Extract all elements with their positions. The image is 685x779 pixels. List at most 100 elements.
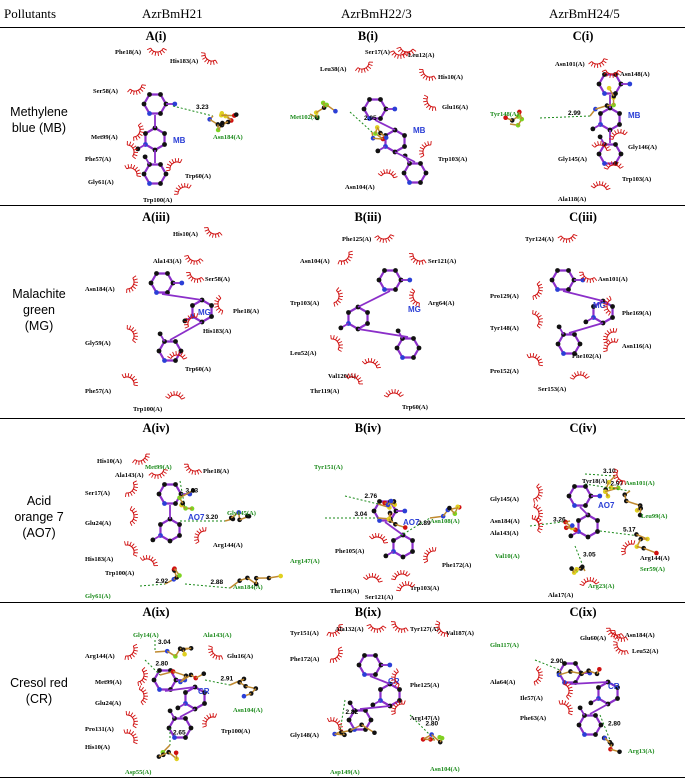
atom xyxy=(597,493,603,499)
atom xyxy=(577,705,583,711)
atom xyxy=(215,122,221,127)
panel-title: C(i) xyxy=(572,29,594,43)
hbond-distance-label: 2.89 xyxy=(418,520,431,527)
residue-label: Gly59(A) xyxy=(85,340,111,347)
hydrophobic-contact-arc xyxy=(383,389,404,398)
hydrogen-bond xyxy=(344,495,379,505)
atom xyxy=(178,348,184,354)
ligand-ring xyxy=(142,93,168,115)
ligand-bond xyxy=(562,290,604,302)
hydrophobic-contact-arc xyxy=(374,234,395,244)
row-rule xyxy=(0,418,685,419)
atom xyxy=(609,742,614,747)
residue-label: Trp100(A) xyxy=(105,570,134,577)
atom xyxy=(610,304,615,309)
hydrophobic-contact-arc xyxy=(124,643,138,660)
atom xyxy=(158,162,163,167)
atom xyxy=(568,533,574,539)
atom xyxy=(241,693,247,699)
residue-label: His10(A) xyxy=(97,458,122,465)
ligand-ring xyxy=(395,337,421,359)
atom xyxy=(583,484,588,489)
residue-label: Glu16(A) xyxy=(442,104,468,111)
ligand-label: MB xyxy=(628,111,641,120)
atom xyxy=(387,662,393,668)
residue-bond xyxy=(626,500,641,507)
hydrogen-bond xyxy=(139,583,166,587)
atom xyxy=(156,348,162,354)
atom xyxy=(175,705,181,711)
ligand-ring xyxy=(377,269,403,291)
hydrophobic-contact-arc xyxy=(418,68,437,82)
hydrophobic-contact-arc xyxy=(146,47,167,56)
interaction-diagram-c-ix: CR 2.90 2.80 Gln117(A) Glu60(A) Asn184(A) Leu5… xyxy=(490,620,685,776)
atom xyxy=(183,690,188,695)
atom xyxy=(172,101,178,107)
atom xyxy=(367,97,372,102)
residue-label: Ser121(A) xyxy=(428,258,456,265)
residue-label: Phe169(A) xyxy=(622,310,651,317)
hydrophobic-contact-arc xyxy=(613,641,629,655)
ligand-bond xyxy=(169,321,203,341)
residue-label: Trp60(A) xyxy=(402,404,428,411)
residue-label: Ala64(A) xyxy=(490,679,515,686)
atom xyxy=(569,566,574,571)
ligand-ring xyxy=(157,483,183,505)
residue-label: Tyr18(A) xyxy=(582,478,608,485)
atom xyxy=(598,722,604,728)
residue-label: Phe172(A) xyxy=(290,656,319,663)
atom xyxy=(602,91,607,96)
row-label-cr: Cresol red (CR) xyxy=(10,676,68,706)
residue-label: Phe18(A) xyxy=(203,468,229,475)
atom xyxy=(400,554,406,560)
residue-label: Leu99(A) xyxy=(641,513,667,520)
atom xyxy=(503,115,508,120)
ligand-bond xyxy=(384,521,404,536)
hydrophobic-contact-arc xyxy=(183,312,199,329)
residue-bond xyxy=(179,489,194,499)
atom xyxy=(572,351,577,356)
residue-label: Asn184(A) xyxy=(85,286,115,293)
atom xyxy=(402,508,408,514)
atom xyxy=(395,328,401,334)
atom xyxy=(147,181,152,186)
atom xyxy=(179,280,185,286)
atom xyxy=(173,501,178,506)
hydrophobic-contact-arc xyxy=(333,287,344,307)
hydrophobic-contact-arc xyxy=(166,158,183,172)
atom xyxy=(588,700,594,706)
hydrophobic-contact-arc xyxy=(355,61,374,74)
ligand-ring xyxy=(384,128,406,154)
atom xyxy=(173,339,178,344)
atom xyxy=(158,181,163,186)
residue-label: Asp55(A) xyxy=(125,769,151,776)
residue-label: Asn108(A) xyxy=(430,518,460,525)
ligand-bond xyxy=(359,705,391,710)
atom xyxy=(162,482,167,487)
atom xyxy=(158,522,163,527)
residue-label: His10(A) xyxy=(85,744,110,751)
residue-label: Asn184(A) xyxy=(233,584,263,591)
ligand-ring xyxy=(149,272,175,294)
residue-label: Gly146(A) xyxy=(628,144,657,151)
residue-label: Asp149(A) xyxy=(330,769,360,776)
residue-label: Gly145(A) xyxy=(490,496,519,503)
atom xyxy=(347,700,353,706)
atom xyxy=(233,112,239,117)
atom xyxy=(566,493,572,499)
column-header: Pollutants AzrBmH21 AzrBmH22/3 AzrBmH24/… xyxy=(0,0,685,26)
residue-label: Pro131(A) xyxy=(85,726,114,733)
residue-label: Ile57(A) xyxy=(520,695,543,702)
atom xyxy=(157,687,162,692)
hydrophobic-contact-arc xyxy=(201,712,217,728)
atom xyxy=(346,717,352,723)
ligand-bond xyxy=(374,119,396,131)
atom xyxy=(578,566,584,571)
atom xyxy=(591,304,596,309)
residue-label: Asn101(A) xyxy=(625,480,655,487)
hydrophobic-contact-arc xyxy=(532,281,543,300)
ligand-bond xyxy=(568,322,604,334)
atom xyxy=(365,321,370,326)
hydrophobic-contact-arc xyxy=(578,271,598,284)
ligand-bond xyxy=(357,290,391,308)
